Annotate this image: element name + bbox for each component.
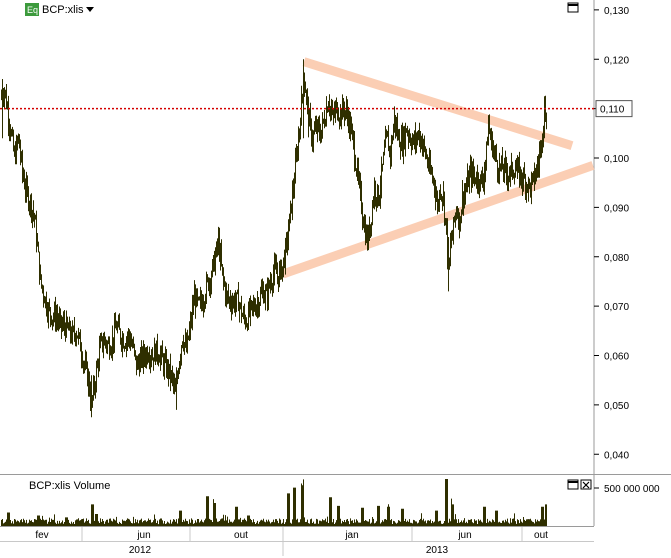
x-month-label: jun [457,530,471,541]
maximize-icon[interactable] [567,2,579,13]
dropdown-arrow-icon[interactable] [86,7,94,12]
x-month-label: jun [136,530,150,541]
current-value-label: 0,110 [600,105,625,116]
y-tick-label: 0,100 [604,154,629,165]
y-tick-label: 0,060 [604,352,629,363]
y-tick-label: 0,040 [604,450,629,461]
y-tick-label: 0,080 [604,253,629,264]
x-year-label: 2012 [129,545,152,556]
price-panel [0,0,594,474]
trend-channel-upper [302,57,574,150]
equity-badge[interactable] [25,3,39,16]
equity-badge-label: Eq [27,5,38,15]
y-tick-label: 0,130 [604,6,629,17]
y-tick-label: 0,050 [604,401,629,412]
volume-axis-label: 500 000 000 [604,484,660,495]
volume-maximize-icon[interactable] [567,479,579,490]
volume-panel-title: BCP:xlis Volume [29,480,110,492]
trend-channel-lower [281,161,595,279]
x-month-label: out [534,530,548,541]
y-tick-label: 0,120 [604,55,629,66]
y-tick-label: 0,070 [604,302,629,313]
close-icon[interactable] [580,479,592,490]
x-month-label: fev [35,530,48,541]
x-year-label: 2013 [426,545,449,556]
chart-symbol[interactable]: BCP:xlis [42,4,84,16]
y-tick-label: 0,090 [604,203,629,214]
x-month-label: jan [344,530,358,541]
current-value-box [595,100,633,118]
x-month-label: out [234,530,248,541]
